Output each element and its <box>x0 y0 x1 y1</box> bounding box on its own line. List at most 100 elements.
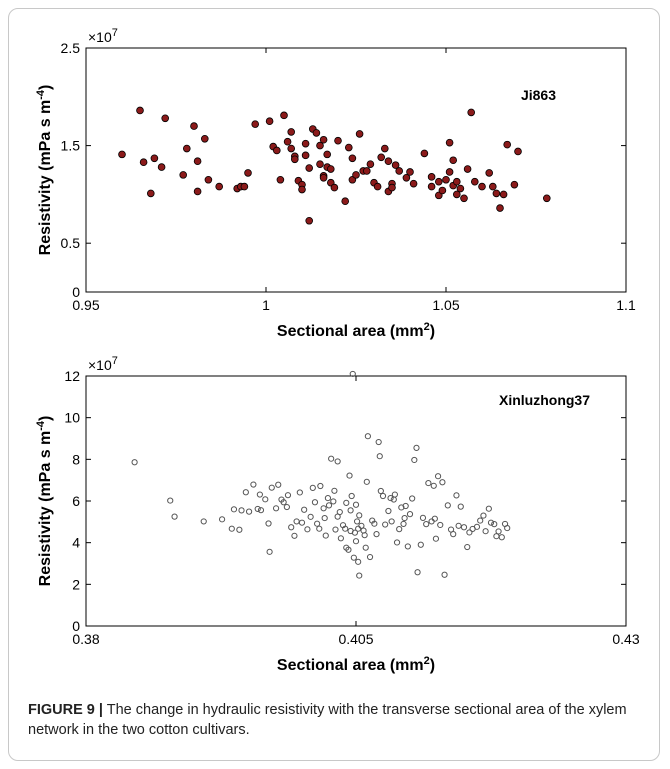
data-point <box>470 177 479 186</box>
data-point <box>305 164 314 172</box>
x-tick-label: 1 <box>262 297 270 313</box>
data-point <box>293 518 300 525</box>
data-point <box>262 496 269 503</box>
data-point <box>328 455 335 462</box>
x-tick-label: 0.405 <box>338 631 373 647</box>
x-tick-label: 1.05 <box>432 297 459 313</box>
data-point <box>385 507 392 515</box>
data-point <box>406 168 414 176</box>
data-point <box>228 525 235 532</box>
data-point <box>268 484 275 491</box>
data-point <box>445 168 454 176</box>
data-point <box>503 140 512 149</box>
data-point <box>485 505 492 512</box>
data-point <box>265 520 272 527</box>
data-point <box>492 189 501 198</box>
data-point <box>244 169 252 177</box>
data-point <box>348 154 357 163</box>
data-point <box>314 520 321 527</box>
data-point <box>190 122 198 130</box>
chart-xinluzhong37: 0.38 0.405 0.43 0 2 4 6 8 10 12 ×107 Sectional area… <box>35 355 640 674</box>
data-point <box>362 544 369 551</box>
data-point <box>272 505 280 512</box>
data-point <box>482 528 489 535</box>
data-point <box>200 518 207 525</box>
data-point <box>355 525 362 532</box>
x-tick-label: 1.1 <box>616 297 636 313</box>
y-axis-label: Resistivity (mPa s m-4) <box>35 85 54 256</box>
figure-frame <box>8 8 660 761</box>
data-point <box>400 520 407 528</box>
data-point <box>280 111 288 120</box>
data-point <box>373 182 382 191</box>
data-point <box>402 502 409 510</box>
data-point <box>118 150 126 159</box>
data-point <box>330 183 339 192</box>
data-point <box>283 137 292 146</box>
data-point <box>167 497 174 504</box>
data-point <box>401 514 408 522</box>
data-point <box>347 507 354 514</box>
data-point <box>316 141 324 150</box>
data-point <box>345 546 352 553</box>
data-point <box>312 129 321 137</box>
series-annotation: Ji863 <box>521 87 556 103</box>
data-point <box>414 569 421 576</box>
data-point <box>425 479 432 487</box>
data-point <box>495 528 502 535</box>
data-point <box>387 494 394 502</box>
data-point <box>311 499 319 506</box>
data-point <box>304 526 311 533</box>
data-point <box>284 492 292 499</box>
x-tick-label: 0.38 <box>72 631 99 647</box>
data-point <box>450 531 457 538</box>
data-point <box>393 539 401 546</box>
data-point <box>307 513 314 520</box>
data-point <box>256 491 263 498</box>
data-point <box>467 108 476 117</box>
data-point <box>240 182 249 191</box>
y-tick-label: 12 <box>64 368 80 384</box>
data-point <box>409 495 416 502</box>
x-tick-label: 0.95 <box>72 297 99 313</box>
data-point <box>290 155 299 164</box>
data-point <box>218 516 226 523</box>
data-point <box>346 472 353 479</box>
data-point <box>388 183 396 192</box>
caption-label: FIGURE 9 | <box>28 702 103 718</box>
data-point <box>409 179 418 188</box>
data-point <box>305 216 314 225</box>
data-point <box>380 144 389 153</box>
data-point <box>395 167 404 175</box>
data-point <box>341 197 350 206</box>
data-point <box>504 524 511 532</box>
data-point <box>445 138 454 147</box>
data-point <box>323 150 332 159</box>
data-point <box>362 167 371 175</box>
data-point <box>449 156 458 165</box>
data-point <box>404 543 411 550</box>
y-tick-label: 0 <box>72 284 80 300</box>
data-point <box>364 433 371 440</box>
data-point <box>236 526 243 533</box>
data-point <box>444 502 451 509</box>
data-point <box>251 120 260 128</box>
data-point <box>430 482 437 489</box>
data-point <box>319 135 328 144</box>
data-point <box>460 524 468 531</box>
x-tick-label: 0.43 <box>612 631 639 647</box>
data-point <box>245 508 253 515</box>
data-point <box>464 543 471 551</box>
y-tick-label: 2 <box>72 576 80 592</box>
data-point <box>317 482 324 490</box>
data-point <box>379 492 387 500</box>
series-annotation: Xinluzhong37 <box>499 392 590 408</box>
data-point <box>419 514 427 521</box>
data-point <box>377 487 384 495</box>
data-point <box>427 182 436 191</box>
data-point <box>453 492 460 499</box>
data-point <box>257 507 265 514</box>
data-point <box>390 496 397 503</box>
data-point <box>309 484 316 491</box>
data-point <box>356 572 363 579</box>
